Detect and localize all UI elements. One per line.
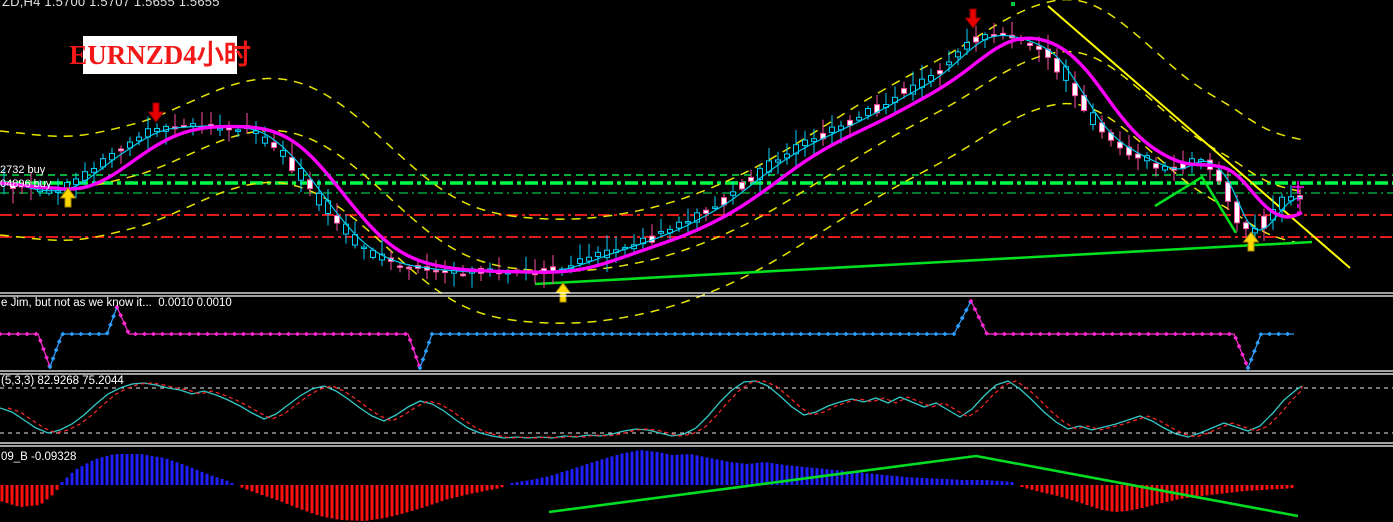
price-marker[interactable] (1011, 2, 1304, 214)
moving-averages (0, 34, 1303, 274)
fractal-dot-icon (1011, 2, 1015, 6)
symbol-overlay-text: EURNZD4小时 (69, 39, 251, 70)
sell-arrow-icon[interactable] (964, 8, 982, 29)
panel-separators (0, 292, 1393, 447)
indicator3-histogram (0, 450, 1299, 521)
indicator1-trend-dots (0, 298, 1294, 371)
buy-arrow-icon[interactable] (59, 187, 77, 208)
chart-title-ohlc: ZD,H4 1.5700 1.5707 1.5655 1.5655 (2, 0, 220, 9)
indicator3-label: 09_B -0.09328 (1, 451, 77, 463)
price-level-label-1: 2732 buy (0, 164, 46, 176)
price-level-label-2: 04896 buy (0, 178, 52, 190)
indicator2-stochastic (0, 380, 1393, 439)
sell-arrow-icon[interactable] (147, 102, 165, 123)
trendlines[interactable] (534, 5, 1351, 286)
indicator2-label: (5,3,3) 82.9268 75.2044 (1, 375, 124, 387)
buy-arrow-icon[interactable] (1242, 231, 1260, 252)
indicator1-label: e Jim, but not as we know it... 0.0010 0… (1, 297, 232, 309)
symbol-overlay-label: EURNZD4小时 (69, 36, 251, 74)
